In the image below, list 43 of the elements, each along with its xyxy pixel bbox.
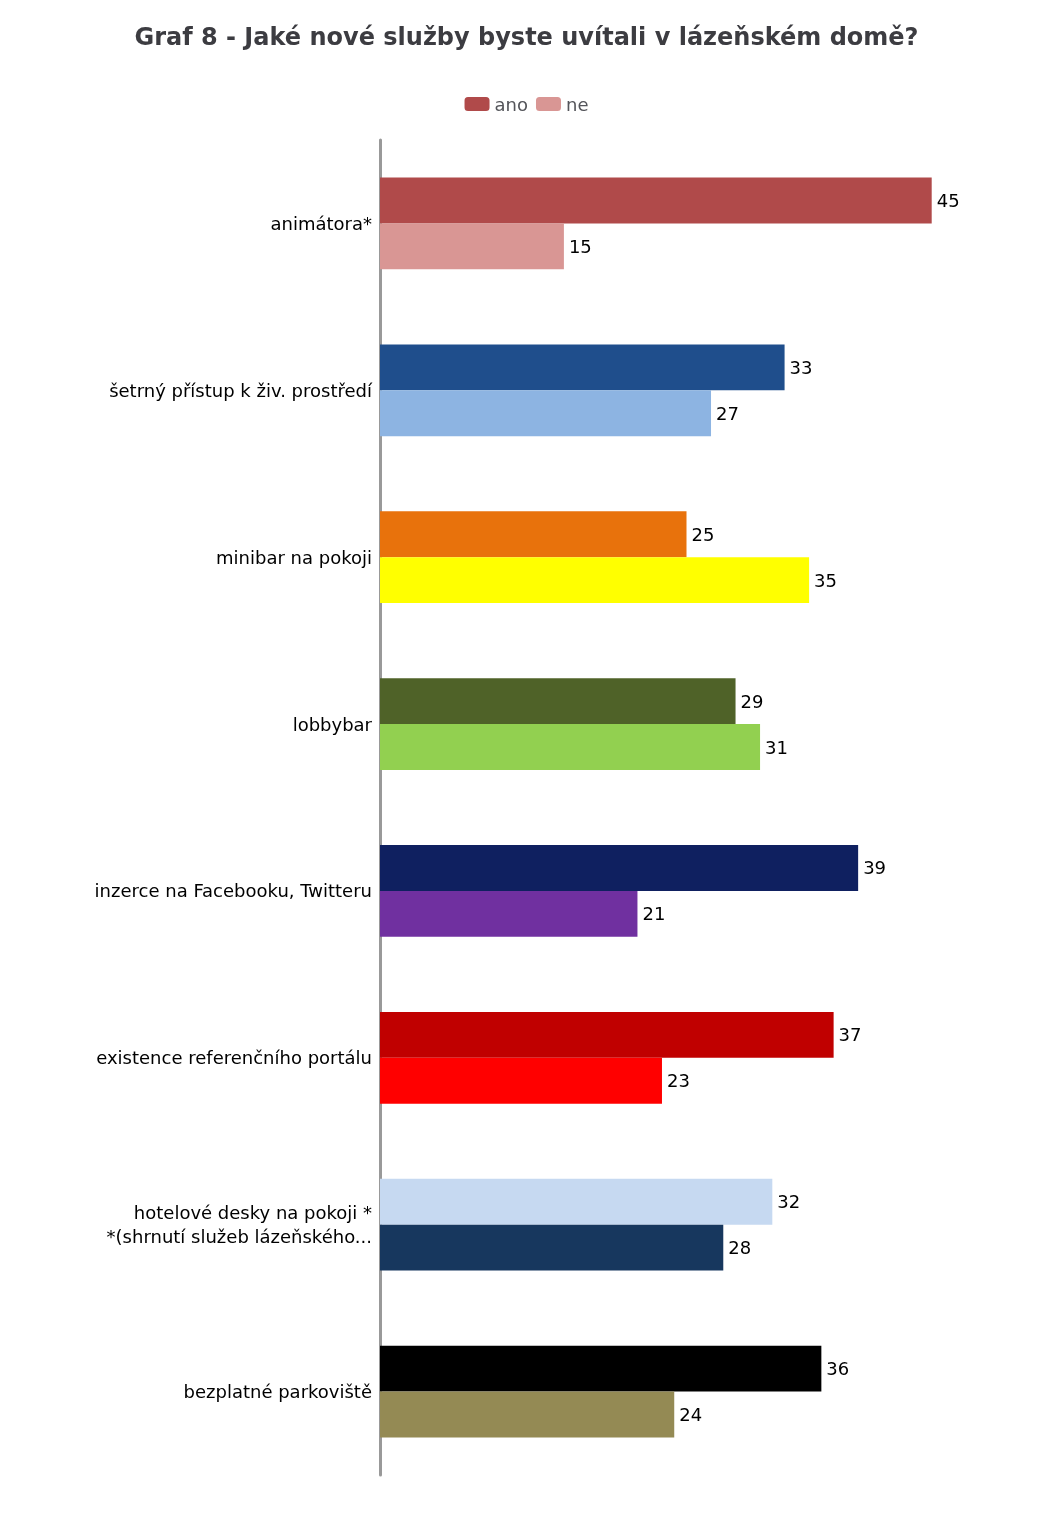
data-label: 32: [777, 1191, 801, 1213]
bar: [380, 678, 736, 725]
bar: [380, 1224, 724, 1271]
data-label: 31: [765, 736, 788, 758]
bar: [380, 177, 932, 224]
data-label: 29: [740, 690, 764, 712]
y-tick-label: bezplatné parkoviště: [183, 1381, 372, 1403]
y-tick-label: lobbybar: [292, 713, 373, 735]
bar: [380, 845, 859, 891]
bar: [380, 1057, 662, 1104]
bar: [380, 344, 785, 391]
y-tick-label: minibar na pokoji: [216, 546, 372, 568]
data-label: 33: [789, 356, 813, 378]
bar: [380, 557, 810, 604]
data-label: 45: [936, 189, 960, 211]
y-tick-label: animátora*: [270, 212, 372, 234]
bar: [380, 390, 712, 437]
data-label: 21: [642, 903, 666, 925]
bar: [380, 511, 687, 558]
data-label: 36: [826, 1358, 850, 1380]
chart-title: Graf 8 - Jaké nové služby byste uvítali v lázeňském domě?: [134, 23, 919, 51]
data-label: 37: [838, 1024, 862, 1046]
bar: [380, 223, 564, 270]
data-label: 35: [814, 569, 838, 591]
bar: [380, 1011, 834, 1058]
bar: [380, 890, 638, 937]
bar: [380, 724, 761, 770]
data-label: 24: [679, 1404, 703, 1426]
y-tick-label: šetrný přístup k živ. prostředí: [109, 379, 373, 401]
bar: [380, 1345, 822, 1392]
data-label: 23: [666, 1070, 690, 1092]
legend-label: ne: [565, 93, 589, 115]
legend-label: ano: [494, 93, 528, 115]
y-tick-label: hotelové desky na pokoji * *(shrnutí služeb lázeňského...: [106, 1202, 372, 1248]
data-label: 39: [863, 857, 887, 879]
y-tick-label: inzerce na Facebooku, Twitteru: [94, 880, 372, 902]
data-label: 25: [691, 523, 715, 545]
data-label: 28: [728, 1237, 752, 1259]
data-label: 27: [716, 402, 739, 424]
bar: [380, 1391, 675, 1438]
data-label: 15: [568, 235, 592, 257]
bar: [380, 1178, 773, 1225]
y-tick-label: existence referenčního portálu: [96, 1047, 372, 1069]
